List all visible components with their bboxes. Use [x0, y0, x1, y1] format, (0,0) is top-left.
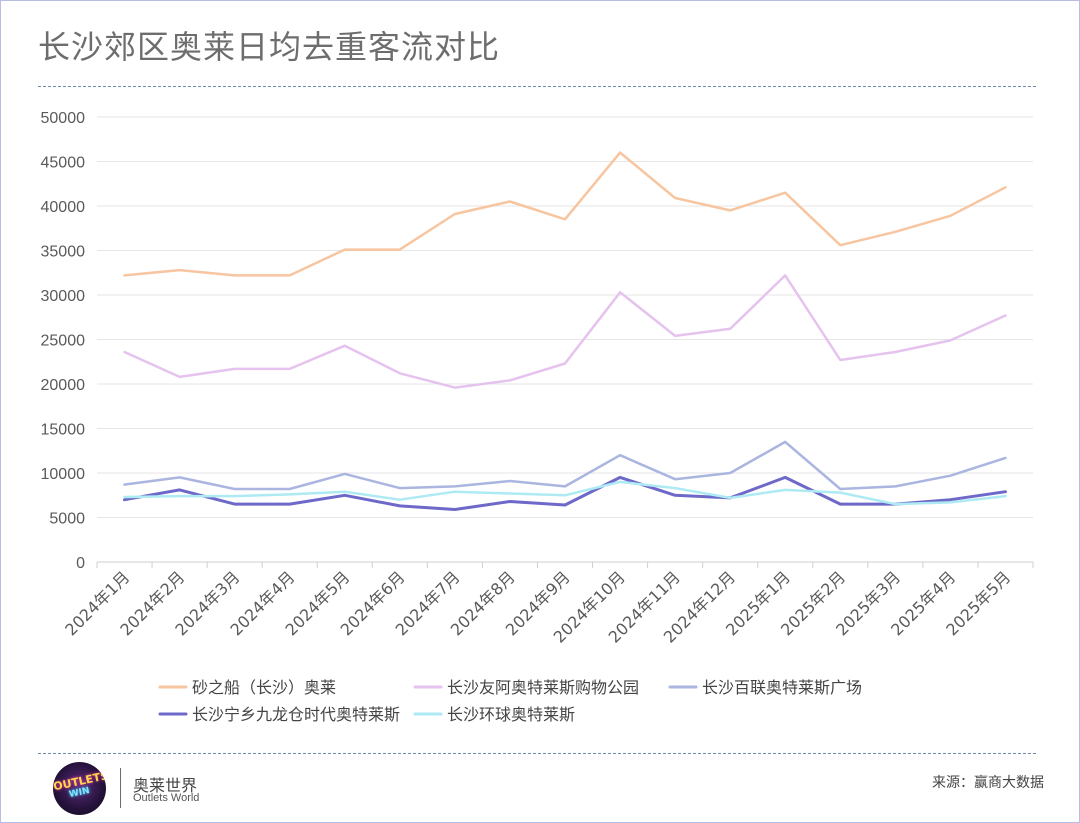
top-divider: [38, 86, 1036, 87]
grid: [97, 116, 1033, 518]
series: [123, 151, 1007, 511]
y-tick-label: 20000: [41, 377, 86, 394]
y-tick-label: 40000: [41, 199, 86, 216]
y-tick-label: 35000: [41, 244, 86, 261]
legend-label: 长沙友阿奥特莱斯购物公园: [447, 678, 639, 697]
y-tick-label: 50000: [41, 110, 86, 127]
y-tick-label: 0: [76, 555, 85, 572]
series-line-2: [123, 274, 1007, 389]
brand-name-en: Outlets World: [133, 792, 200, 804]
legend-label: 长沙百联奥特莱斯广场: [702, 678, 862, 697]
y-tick-label: 45000: [41, 155, 86, 172]
legend-label: 长沙宁乡九龙仓时代奥特莱斯: [192, 705, 400, 724]
bottom-divider: [38, 753, 1036, 754]
source-note: 来源：赢商大数据: [932, 775, 1044, 791]
series-line-1: [123, 151, 1007, 277]
brand-name-cn: 奥莱世界: [133, 776, 198, 795]
series-line-3: [123, 440, 1007, 491]
series-line-5: [123, 480, 1007, 506]
legend-label: 砂之船（长沙）奥莱: [192, 678, 336, 697]
y-tick-label: 5000: [49, 511, 85, 528]
series-line-4: [123, 475, 1007, 511]
axes: 0 5000 10000 15000 20000 25000 30000 35000 40000…: [41, 110, 1034, 647]
y-tick-label: 25000: [41, 333, 86, 350]
y-tick-label: 10000: [41, 466, 86, 483]
outlets-win-logo: OUTLETS WIN: [53, 762, 106, 815]
chart-title: 长沙郊区奥莱日均去重客流对比: [38, 28, 501, 66]
y-tick-label: 15000: [41, 422, 86, 439]
brand-separator: [120, 768, 121, 808]
legend: 砂之船（长沙）奥莱 长沙友阿奥特莱斯购物公园 长沙百联奥特莱斯广场长沙宁乡九龙仓时代…: [158, 678, 862, 724]
y-tick-label: 30000: [41, 288, 86, 305]
legend-label: 长沙环球奥特莱斯: [447, 705, 575, 724]
